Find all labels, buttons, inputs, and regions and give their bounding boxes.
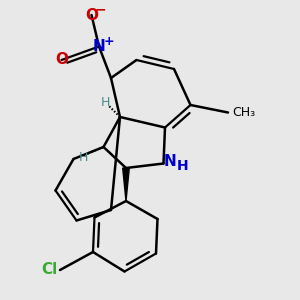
Polygon shape [123, 168, 129, 201]
Text: +: + [103, 34, 114, 48]
Text: H: H [79, 151, 88, 164]
Text: Cl: Cl [41, 262, 58, 278]
Text: −: − [94, 3, 106, 16]
Text: O: O [55, 52, 68, 68]
Text: O: O [85, 8, 98, 22]
Text: CH₃: CH₃ [232, 106, 256, 119]
Text: H: H [177, 160, 189, 173]
Text: N: N [164, 154, 176, 169]
Text: H: H [100, 96, 110, 109]
Text: N: N [93, 39, 105, 54]
